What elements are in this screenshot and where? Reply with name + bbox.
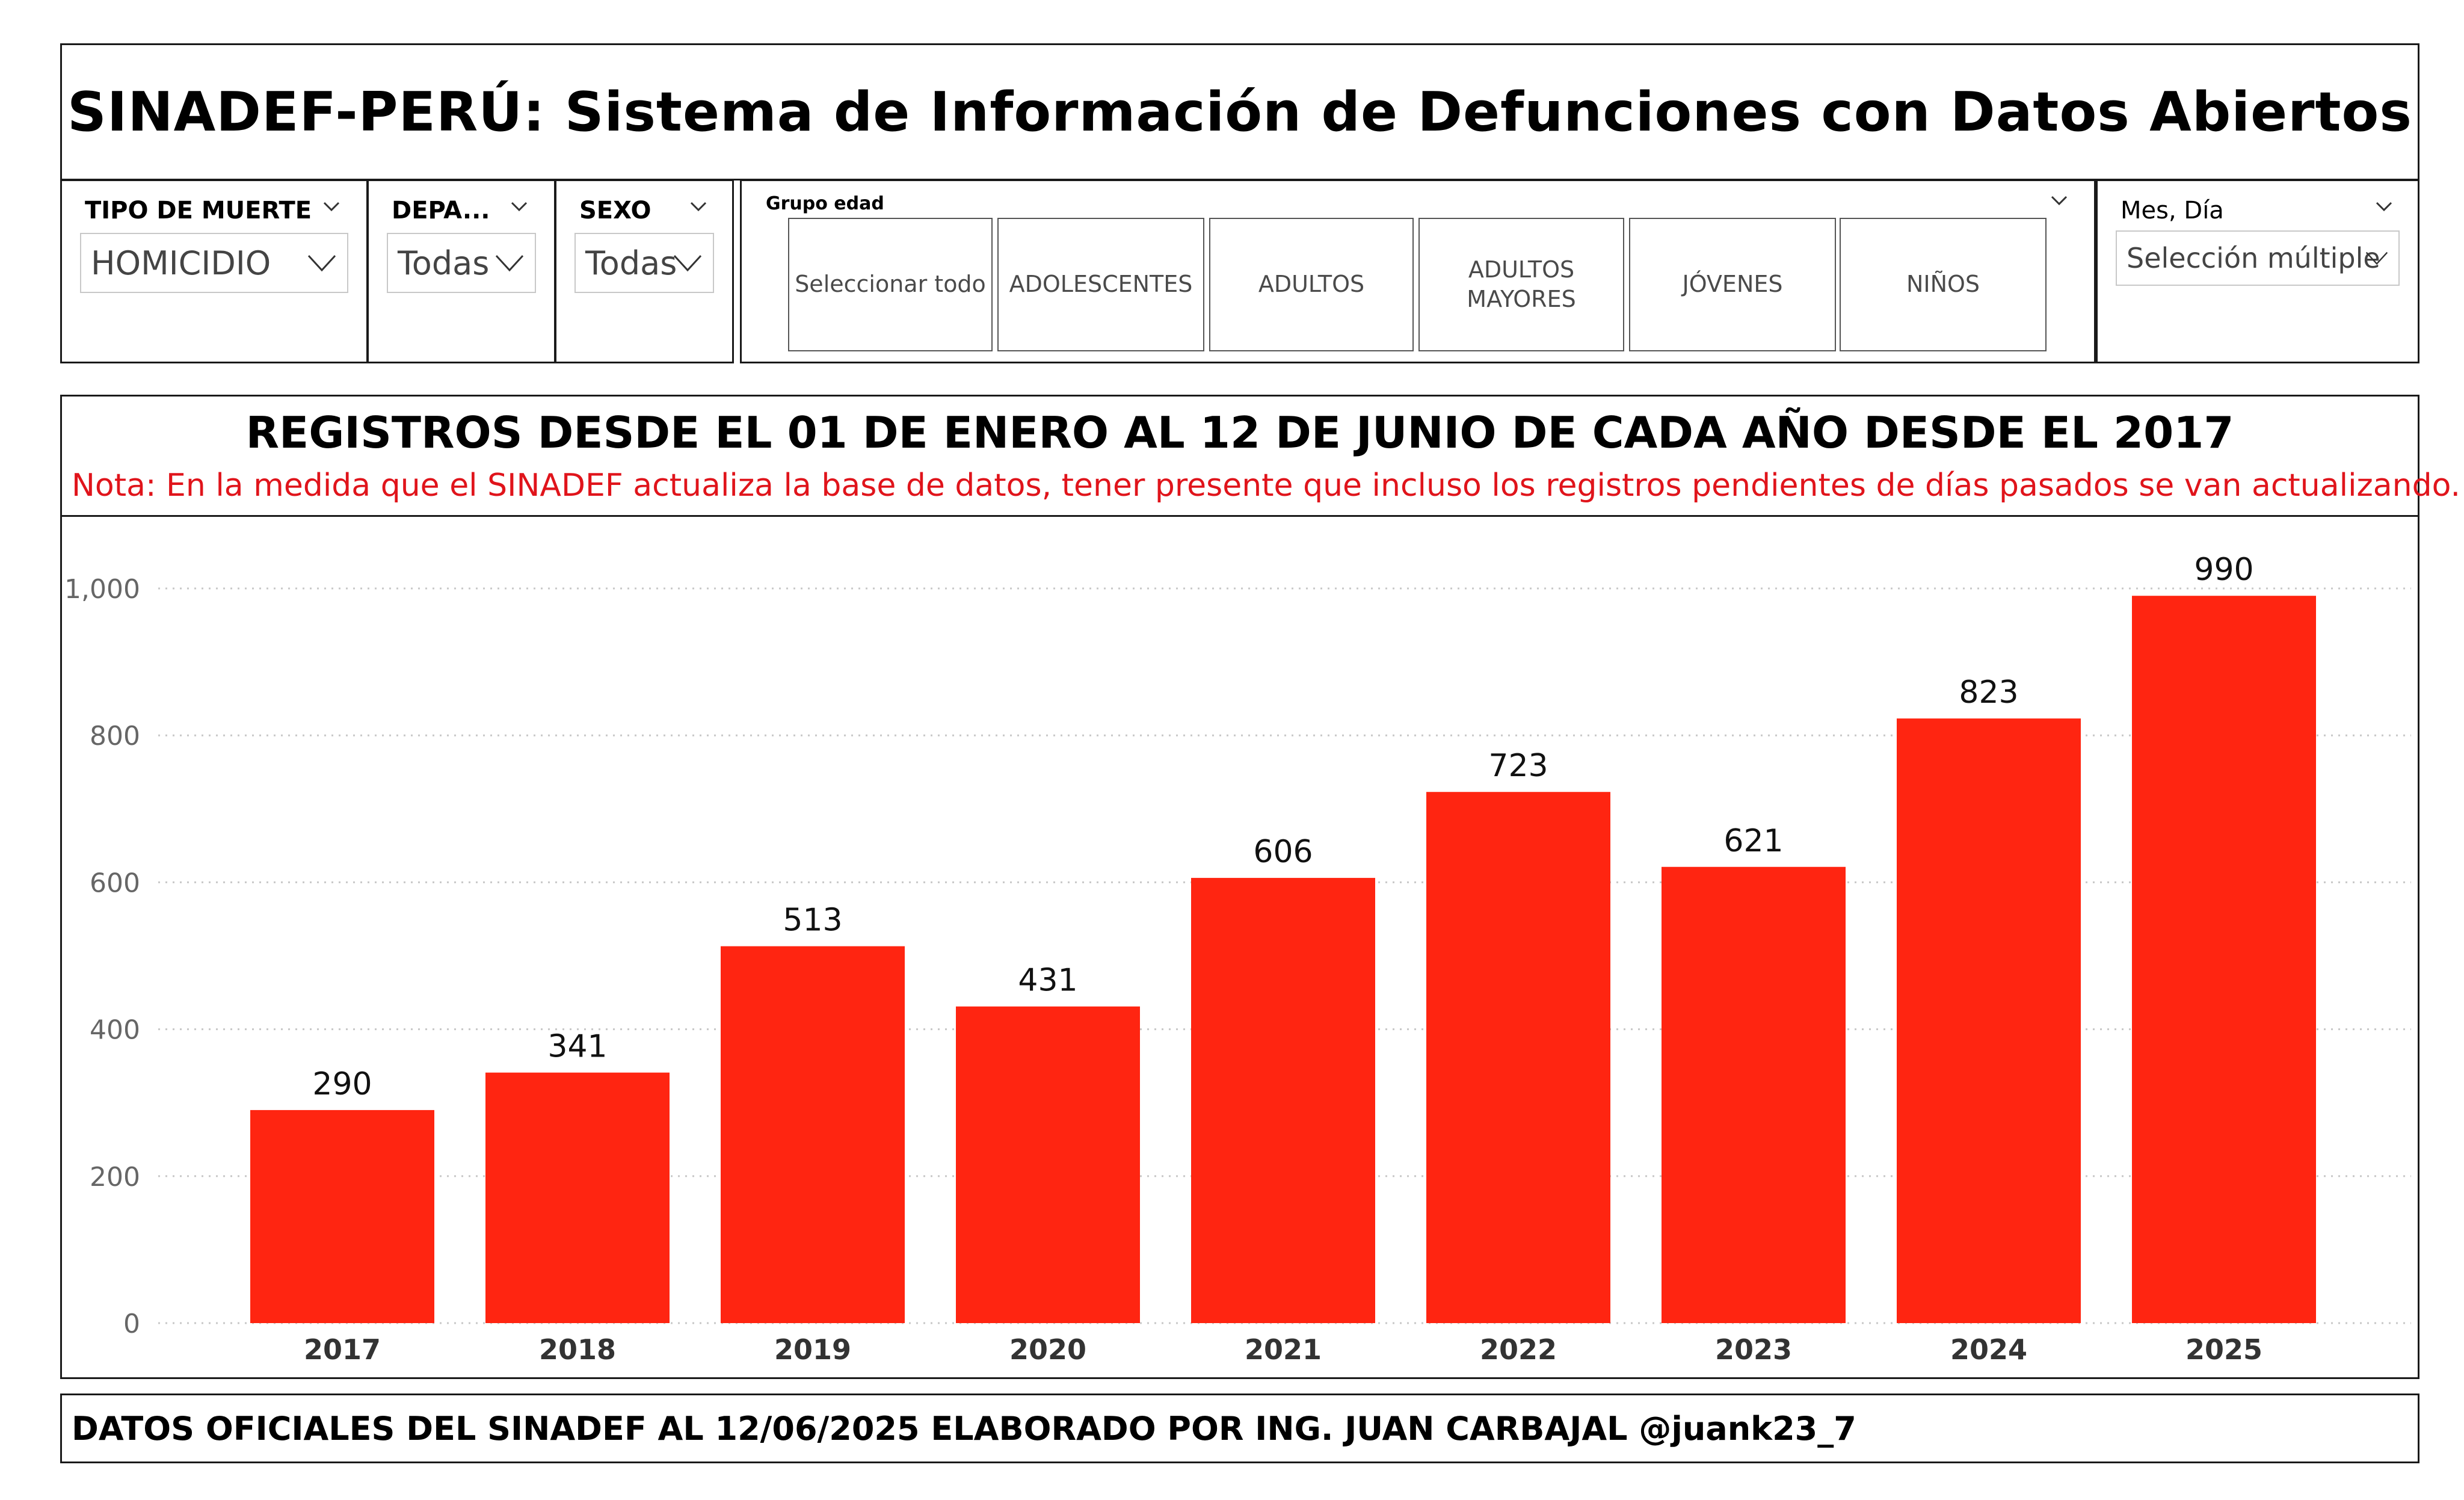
grupo-edad-option-seleccionar-todo[interactable]: Seleccionar todo	[788, 218, 993, 351]
data-label: 621	[1723, 823, 1783, 859]
chevron-down-icon[interactable]	[686, 194, 710, 218]
option-label: JÓVENES	[1682, 271, 1783, 298]
slicer-label-mes-dia: Mes, Día	[2121, 197, 2224, 224]
chart-panel: REGISTROS DESDE EL 01 DE ENERO AL 12 DE …	[60, 395, 2460, 1379]
slicer-departamento: DEPA... Todas	[367, 179, 556, 363]
data-label: 290	[312, 1066, 372, 1102]
slicer-label: Grupo edad	[766, 193, 884, 214]
chevron-down-icon[interactable]	[2047, 188, 2071, 212]
slicer-sexo: SEXO Todas	[555, 179, 734, 363]
x-tick-label: 2023	[1715, 1333, 1792, 1366]
footer-credit: DATOS OFICIALES DEL SINADEF AL 12/06/202…	[72, 1409, 1856, 1448]
slicer-label: DEPA...	[392, 197, 490, 224]
chevron-down-icon	[495, 255, 524, 272]
dropdown-value: Todas	[398, 244, 490, 282]
x-tick-label: 2024	[1950, 1333, 2027, 1366]
slicer-label: TIPO DE MUERTE	[85, 197, 312, 224]
tipo-muerte-dropdown[interactable]: HOMICIDIO	[80, 233, 348, 293]
chart-note: Nota: En la medida que el SINADEF actual…	[72, 468, 2461, 504]
x-tick-label: 2022	[1480, 1333, 1557, 1366]
option-label: NIÑOS	[1906, 271, 1980, 298]
bar-2022[interactable]	[1426, 792, 1610, 1323]
mes-dia-dropdown[interactable]: Selección múltiple	[2116, 230, 2400, 286]
bar-2021[interactable]	[1191, 878, 1375, 1323]
slicer-tipo-muerte: TIPO DE MUERTE HOMICIDIO	[60, 179, 368, 363]
y-tick-label: 800	[90, 721, 140, 752]
bar-2024[interactable]	[1897, 718, 2081, 1323]
departamento-dropdown[interactable]: Todas	[387, 233, 536, 293]
x-tick-label: 2018	[539, 1333, 616, 1366]
bar-2020[interactable]	[956, 1006, 1140, 1323]
slicer-mes-dia: Selección múltiple Mes, Día Selección mú…	[2096, 179, 2419, 363]
bar-chart: 0 200 400 600 800 1,000 290 2017 341 2018 513 2019 4…	[64, 552, 2411, 1366]
title-banner: SINADEF-PERÚ: Sistema de Información de …	[60, 43, 2419, 181]
chevron-down-icon[interactable]	[2372, 194, 2396, 218]
chart-title: REGISTROS DESDE EL 01 DE ENERO AL 12 DE …	[245, 407, 2234, 458]
chevron-down-icon	[673, 255, 702, 272]
data-label: 990	[2194, 552, 2253, 588]
data-label: 341	[547, 1029, 607, 1065]
chevron-down-icon	[2365, 252, 2388, 265]
y-tick-label: 1,000	[64, 574, 140, 605]
option-label: ADOLESCENTES	[1009, 271, 1193, 298]
bar-2018[interactable]	[485, 1072, 670, 1323]
x-tick-label: 2020	[1009, 1333, 1086, 1366]
grupo-edad-option-adultos[interactable]: ADULTOS	[1209, 218, 1414, 351]
sexo-dropdown[interactable]: Todas	[574, 233, 714, 293]
y-tick-label: 0	[123, 1309, 140, 1339]
grupo-edad-option-adolescentes[interactable]: ADOLESCENTES	[997, 218, 1204, 351]
option-label: ADULTOS	[1258, 271, 1365, 298]
option-label: Seleccionar todo	[795, 271, 986, 298]
chevron-down-icon[interactable]	[507, 194, 531, 218]
data-label: 823	[1959, 674, 2018, 711]
slicer-label: SEXO	[579, 197, 651, 224]
option-label: ADULTOS MAYORES	[1467, 256, 1576, 312]
x-tick-label: 2025	[2185, 1333, 2262, 1366]
dropdown-value: HOMICIDIO	[91, 244, 271, 282]
x-tick-label: 2017	[304, 1333, 381, 1366]
chevron-down-icon[interactable]	[319, 194, 343, 218]
grupo-edad-option-jovenes[interactable]: JÓVENES	[1629, 218, 1836, 351]
page-title: SINADEF-PERÚ: Sistema de Información de …	[67, 80, 2412, 144]
grupo-edad-option-ninos[interactable]: NIÑOS	[1840, 218, 2047, 351]
footer-banner: DATOS OFICIALES DEL SINADEF AL 12/06/202…	[60, 1394, 2419, 1463]
bar-2017[interactable]	[250, 1110, 434, 1323]
data-label: 513	[783, 903, 842, 939]
dropdown-value: Todas	[585, 244, 677, 282]
dropdown-value: Selección múltiple	[2127, 242, 2380, 274]
grupo-edad-option-adultos-mayores[interactable]: ADULTOS MAYORES	[1418, 218, 1624, 351]
data-label: 606	[1253, 834, 1313, 870]
x-tick-label: 2021	[1245, 1333, 1322, 1366]
chart-header: REGISTROS DESDE EL 01 DE ENERO AL 12 DE …	[62, 397, 2460, 517]
chevron-down-icon	[307, 255, 336, 272]
data-label: 723	[1488, 748, 1548, 784]
x-tick-label: 2019	[774, 1333, 851, 1366]
y-tick-label: 200	[90, 1162, 140, 1193]
bar-2025[interactable]	[2132, 596, 2316, 1323]
bar-2023[interactable]	[1662, 866, 1846, 1323]
y-tick-label: 400	[90, 1015, 140, 1046]
y-tick-label: 600	[90, 868, 140, 898]
data-label: 431	[1018, 963, 1077, 999]
bar-2019[interactable]	[721, 946, 905, 1323]
